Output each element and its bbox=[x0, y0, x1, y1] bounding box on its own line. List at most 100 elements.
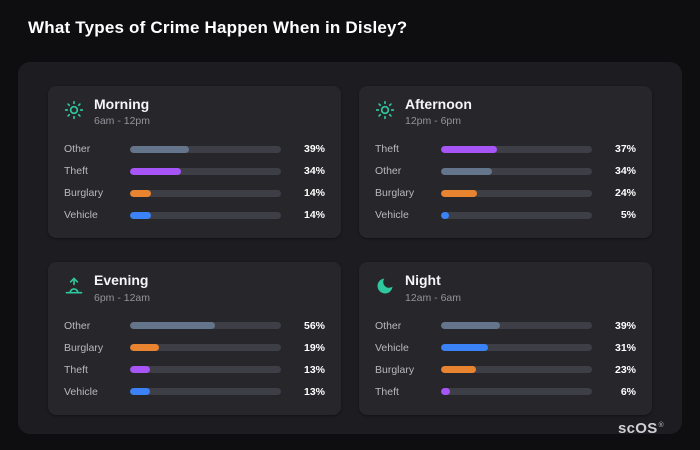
bar-fill bbox=[441, 211, 449, 219]
crime-percent: 56% bbox=[303, 319, 325, 332]
card-heading-text: Night 12am - 6am bbox=[405, 272, 462, 304]
card-subtitle: 12pm - 6pm bbox=[405, 115, 462, 128]
crime-percent: 34% bbox=[614, 165, 636, 178]
brand-logo-text: scOS bbox=[617, 420, 658, 437]
crime-percent: 14% bbox=[303, 209, 325, 222]
bar-fill bbox=[130, 145, 189, 153]
sun-icon bbox=[64, 100, 84, 120]
bar-track bbox=[441, 211, 592, 219]
crime-label: Vehicle bbox=[64, 209, 98, 222]
sunrise-icon bbox=[64, 276, 84, 296]
crime-row: Vehicle 31% bbox=[375, 337, 636, 359]
crime-percent: 39% bbox=[303, 143, 325, 156]
card-heading-text: Afternoon 12pm - 6pm bbox=[405, 96, 472, 128]
crime-row: Burglary 23% bbox=[375, 359, 636, 381]
card-title: Evening bbox=[94, 272, 149, 289]
crime-percent: 39% bbox=[614, 319, 636, 332]
crime-label: Vehicle bbox=[375, 341, 409, 354]
bar-rows: Other 39% Vehicle 31% Burglary 23% Theft… bbox=[375, 315, 636, 403]
bar-fill bbox=[441, 322, 500, 330]
registered-mark: ® bbox=[658, 422, 664, 429]
card-heading-text: Evening 6pm - 12am bbox=[94, 272, 150, 303]
time-card-morning: Morning 6am - 12pm Other 39% Theft 34% B… bbox=[48, 86, 341, 239]
brand-logo: scOS® bbox=[618, 420, 664, 437]
crime-label: Other bbox=[64, 319, 91, 332]
bar-track bbox=[130, 189, 281, 197]
bar-fill bbox=[130, 211, 152, 219]
crime-label: Theft bbox=[375, 385, 399, 398]
bar-track bbox=[130, 167, 281, 175]
crime-percent: 37% bbox=[614, 143, 636, 156]
crime-label: Other bbox=[64, 143, 91, 156]
crime-row: Theft 34% bbox=[64, 160, 325, 182]
crime-label: Other bbox=[375, 165, 402, 178]
crime-row: Burglary 19% bbox=[64, 337, 325, 359]
bar-track bbox=[130, 388, 281, 396]
crime-row: Other 39% bbox=[64, 138, 325, 160]
crime-row: Theft 37% bbox=[375, 138, 636, 160]
bar-track bbox=[441, 388, 592, 396]
crime-row: Other 56% bbox=[64, 315, 325, 337]
bar-fill bbox=[441, 167, 493, 175]
crime-label: Theft bbox=[64, 165, 88, 178]
crime-row: Vehicle 14% bbox=[64, 204, 325, 226]
crime-row: Vehicle 13% bbox=[64, 381, 325, 403]
crime-percent: 24% bbox=[614, 187, 636, 200]
bar-track bbox=[130, 344, 281, 352]
crime-row: Other 34% bbox=[375, 160, 636, 182]
bar-fill bbox=[441, 189, 478, 197]
crime-label: Vehicle bbox=[64, 385, 98, 398]
bar-track bbox=[130, 366, 281, 374]
bar-fill bbox=[441, 366, 476, 374]
time-card-night: Night 12am - 6am Other 39% Vehicle 31% B… bbox=[359, 262, 652, 415]
crime-label: Theft bbox=[375, 143, 399, 156]
bar-fill bbox=[130, 388, 150, 396]
bar-track bbox=[130, 145, 281, 153]
bar-fill bbox=[441, 344, 488, 352]
bar-track bbox=[441, 366, 592, 374]
bar-rows: Theft 37% Other 34% Burglary 24% Vehicle… bbox=[375, 138, 636, 226]
bar-track bbox=[441, 322, 592, 330]
crime-percent: 31% bbox=[614, 341, 636, 354]
crime-label: Vehicle bbox=[375, 209, 409, 222]
card-header: Morning 6am - 12pm bbox=[64, 96, 325, 128]
crime-label: Burglary bbox=[64, 187, 104, 200]
card-heading-text: Morning 6am - 12pm bbox=[94, 96, 151, 128]
card-title: Afternoon bbox=[405, 96, 472, 112]
card-header: Night 12am - 6am bbox=[375, 272, 636, 304]
card-header: Afternoon 12pm - 6pm bbox=[375, 96, 636, 128]
bar-fill bbox=[130, 344, 159, 352]
time-card-afternoon: Afternoon 12pm - 6pm Theft 37% Other 34%… bbox=[359, 86, 652, 239]
crime-percent: 23% bbox=[614, 363, 636, 376]
crime-row: Theft 6% bbox=[375, 381, 636, 403]
bar-track bbox=[441, 145, 592, 153]
bar-track bbox=[130, 211, 281, 219]
crime-percent: 19% bbox=[303, 341, 325, 354]
crime-row: Theft 13% bbox=[64, 359, 325, 381]
card-header: Evening 6pm - 12am bbox=[64, 272, 325, 304]
card-subtitle: 6am - 12pm bbox=[94, 115, 151, 128]
crime-row: Burglary 14% bbox=[64, 182, 325, 204]
sun-icon bbox=[375, 100, 395, 120]
crime-percent: 14% bbox=[303, 187, 325, 200]
crime-percent: 34% bbox=[303, 165, 325, 178]
bar-fill bbox=[130, 322, 215, 330]
card-title: Night bbox=[405, 272, 441, 289]
bar-track bbox=[441, 167, 592, 175]
bar-rows: Other 56% Burglary 19% Theft 13% Vehicle… bbox=[64, 315, 325, 403]
bar-fill bbox=[130, 366, 150, 374]
bar-track bbox=[441, 189, 592, 197]
time-cards-grid: Morning 6am - 12pm Other 39% Theft 34% B… bbox=[48, 86, 652, 415]
card-subtitle: 12am - 6am bbox=[405, 291, 462, 304]
crime-row: Burglary 24% bbox=[375, 182, 636, 204]
bar-track bbox=[130, 322, 281, 330]
crime-row: Vehicle 5% bbox=[375, 204, 636, 226]
bar-rows: Other 39% Theft 34% Burglary 14% Vehicle… bbox=[64, 138, 325, 226]
crime-label: Burglary bbox=[375, 363, 415, 376]
crime-percent: 5% bbox=[620, 209, 636, 222]
crime-label: Burglary bbox=[375, 187, 415, 200]
page-title: What Types of Crime Happen When in Disle… bbox=[28, 18, 408, 37]
crime-percent: 13% bbox=[303, 363, 325, 376]
bar-fill bbox=[441, 388, 451, 396]
